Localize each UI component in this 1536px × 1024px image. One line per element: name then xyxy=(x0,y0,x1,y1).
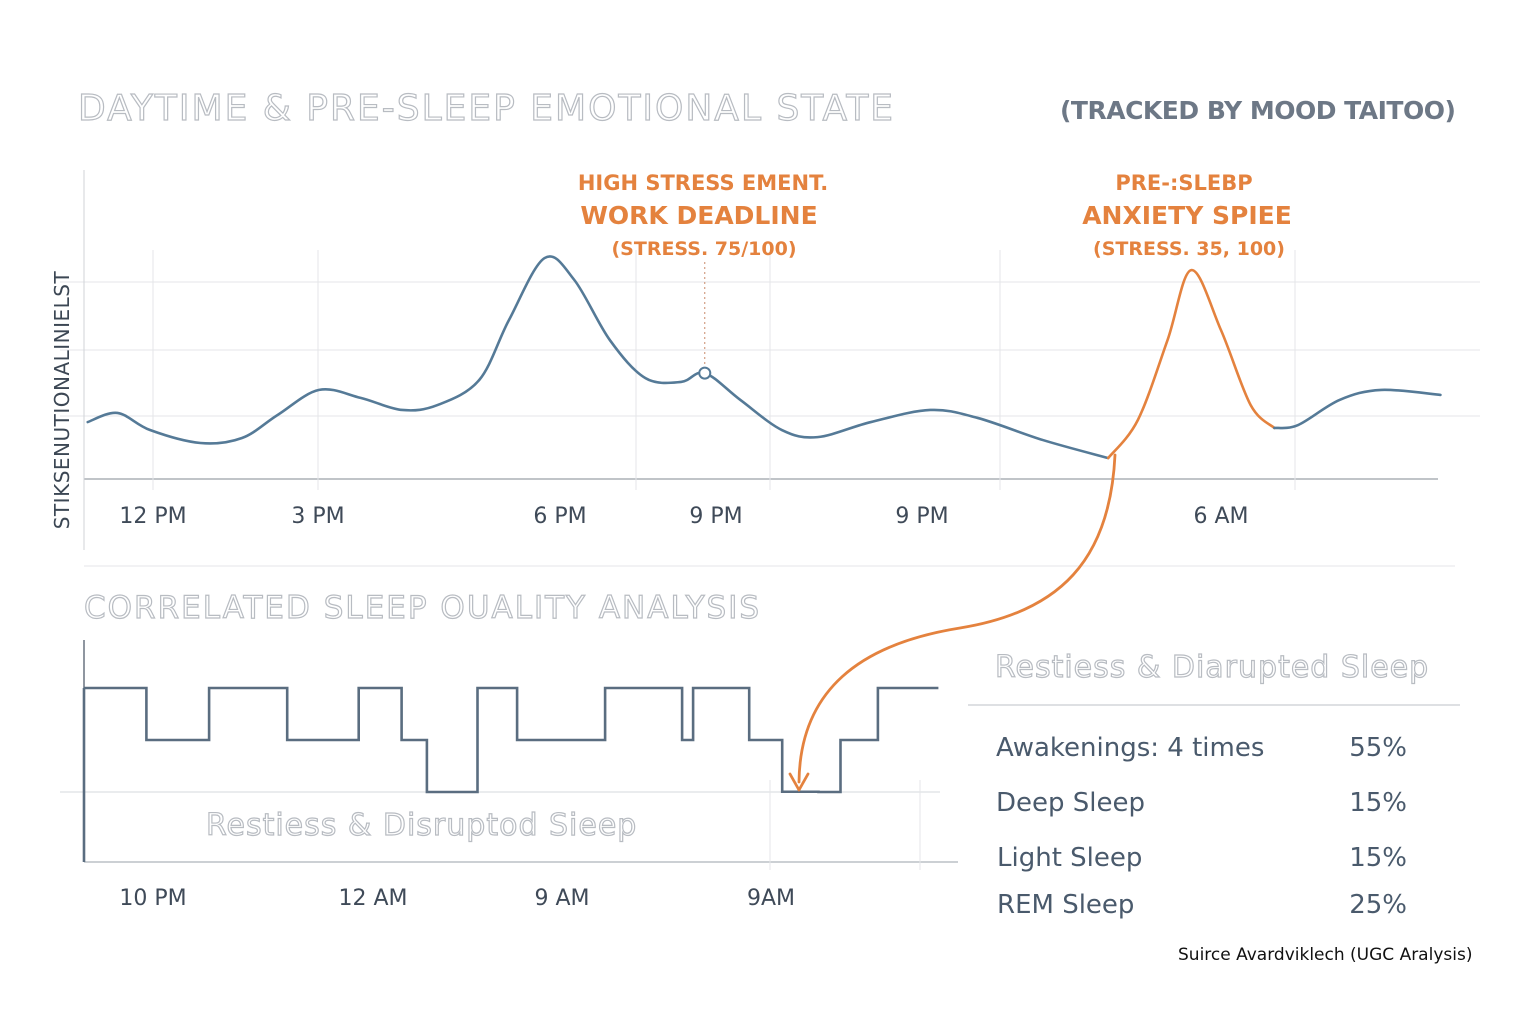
section-title-sleep: CORRELATED SLEEP OUALITY ANALYSIS xyxy=(83,589,762,626)
panel-title: Restiess & Diarupted Sleep xyxy=(994,649,1430,685)
x-tick-label: 10 PM xyxy=(119,886,187,911)
annotation-1-line-1: HIGH STRESS EMENT. xyxy=(577,171,829,195)
x-tick-label: 9 AM xyxy=(534,886,590,911)
stress-series-line-0 xyxy=(86,255,1110,460)
chart-title: DAYTIME & PRE-SLEEP EMOTIONAL STATE xyxy=(77,87,896,129)
stat-value: 25% xyxy=(1349,890,1407,920)
grid xyxy=(60,170,1480,870)
stat-value: 55% xyxy=(1349,733,1407,763)
x-tick-label: 12 PM xyxy=(119,504,187,529)
y-axis-label: STIKSENUTIONALINIELST xyxy=(50,270,74,530)
stat-label: Light Sleep xyxy=(997,843,1143,873)
x-tick-label: 9 PM xyxy=(895,504,949,529)
annotation-2-line-1: PRE-:SLEBP xyxy=(1115,171,1253,195)
stat-value: 15% xyxy=(1349,788,1407,818)
hypnogram-label: Restiess & Disruptod Sieep xyxy=(205,807,638,843)
stress-series-line-2 xyxy=(1273,388,1442,430)
x-tick-label: 9 PM xyxy=(689,504,743,529)
correlation-arrow xyxy=(797,453,1117,784)
annotation-2-line-3: (STRESS. 35, 100) xyxy=(1093,238,1285,260)
annotation-2-line-2: ANXIETY SPIEE xyxy=(1082,201,1292,230)
stat-value: 15% xyxy=(1349,843,1407,873)
stat-label: Deep Sleep xyxy=(996,788,1146,818)
stat-label: Awakenings: 4 times xyxy=(996,733,1265,763)
annotation-1-line-3: (STRESS. 75/100) xyxy=(611,238,797,260)
chart-marks xyxy=(82,255,1442,862)
hypnogram-step-line xyxy=(82,686,939,862)
x-tick-label: 3 PM xyxy=(291,504,345,529)
annotation-marker xyxy=(698,366,712,380)
source-note: Suirce Avardviklech (UGC Aralysis) xyxy=(1178,945,1473,965)
chart-subtitle: (TRACKED BY MOOD TAITOO) xyxy=(1060,96,1456,125)
arrow-head-icon xyxy=(788,772,810,792)
annotation-1-line-2: WORK DEADLINE xyxy=(580,201,818,230)
x-tick-label: 6 AM xyxy=(1193,504,1249,529)
x-tick-label: 9AM xyxy=(746,886,796,911)
x-tick-label: 6 PM xyxy=(533,504,587,529)
stress-series-line-1 xyxy=(1106,268,1276,460)
x-tick-label: 12 AM xyxy=(338,886,408,911)
stat-label: REM Sleep xyxy=(997,890,1135,920)
